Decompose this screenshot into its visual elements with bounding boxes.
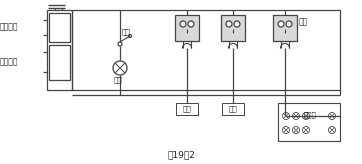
Circle shape [129, 34, 131, 38]
Circle shape [292, 126, 299, 133]
Bar [49, 45, 70, 80]
Text: 灯泡: 灯泡 [114, 77, 123, 83]
Circle shape [292, 113, 299, 120]
Circle shape [286, 21, 292, 27]
Circle shape [328, 126, 336, 133]
Text: 空气开关: 空气开关 [0, 58, 18, 66]
Bar [222, 103, 244, 115]
Circle shape [328, 113, 336, 120]
Circle shape [282, 113, 290, 120]
Text: 开关: 开关 [122, 29, 131, 35]
Circle shape [282, 126, 290, 133]
Text: 图19－2: 图19－2 [167, 151, 195, 160]
Text: 插座: 插座 [299, 18, 308, 27]
Circle shape [303, 126, 310, 133]
Text: 电视: 电视 [182, 106, 191, 112]
Text: 小彩灯: 小彩灯 [304, 112, 316, 118]
Circle shape [278, 21, 284, 27]
Bar [221, 15, 245, 41]
Circle shape [118, 42, 122, 46]
Bar [47, 10, 72, 90]
Bar [175, 15, 199, 41]
Text: 漏电开关: 漏电开关 [0, 22, 18, 31]
Bar [176, 103, 198, 115]
Circle shape [188, 21, 194, 27]
Bar [278, 103, 340, 141]
Circle shape [180, 21, 186, 27]
Circle shape [226, 21, 232, 27]
Circle shape [303, 113, 310, 120]
Bar [49, 13, 70, 42]
Bar [273, 15, 297, 41]
Circle shape [113, 61, 127, 75]
Circle shape [234, 21, 240, 27]
Text: 台灯: 台灯 [229, 106, 237, 112]
